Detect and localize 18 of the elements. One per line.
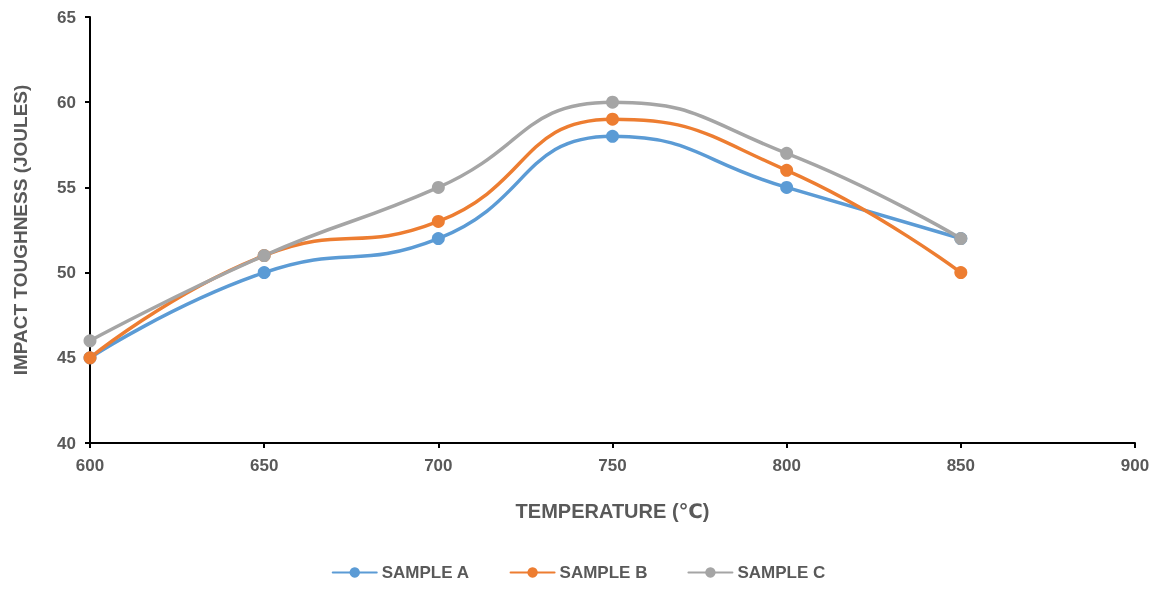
y-tick-label: 60 bbox=[57, 92, 76, 112]
y-tick-label: 55 bbox=[57, 177, 76, 197]
x-tick-label: 900 bbox=[1120, 456, 1150, 475]
y-axis-title: IMPACT TOUGHNESS (JOULES) bbox=[10, 84, 31, 376]
x-tick-label: 800 bbox=[772, 456, 801, 475]
legend-label: SAMPLE C bbox=[737, 563, 826, 582]
y-tick-label: 50 bbox=[57, 263, 76, 283]
legend-label: SAMPLE B bbox=[559, 563, 648, 582]
y-tick-label: 40 bbox=[57, 433, 76, 453]
x-tick-label: 700 bbox=[424, 456, 453, 475]
x-tick-label: 600 bbox=[75, 456, 105, 475]
x-tick-label: 750 bbox=[598, 456, 627, 475]
x-tick-label: 650 bbox=[249, 456, 279, 475]
y-tick-label: 65 bbox=[57, 7, 76, 27]
x-axis-title: TEMPERATURE (℃) bbox=[515, 500, 710, 522]
y-tick-label: 45 bbox=[57, 348, 76, 368]
legend-label: SAMPLE A bbox=[381, 563, 469, 582]
x-tick-label: 850 bbox=[946, 456, 976, 475]
